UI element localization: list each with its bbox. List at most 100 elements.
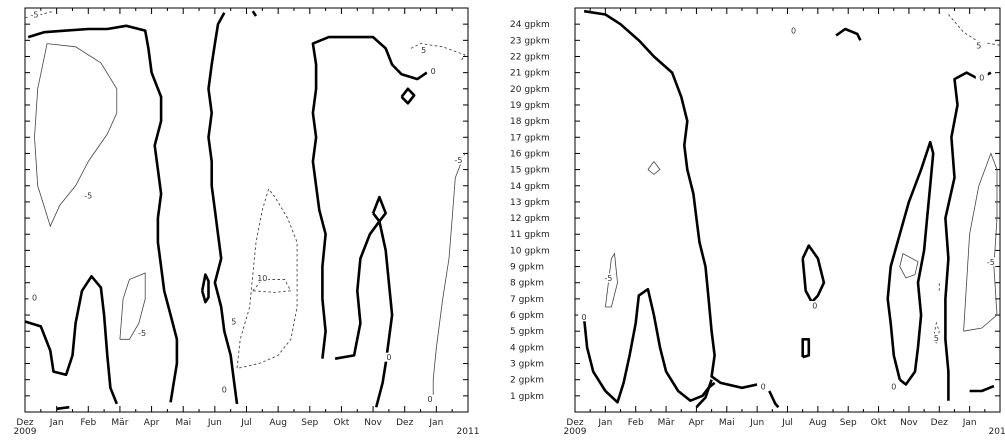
x-tick-label: Jan — [962, 418, 977, 428]
contour-label-bg — [136, 328, 149, 338]
x-tick-label: Sep — [301, 418, 318, 428]
contour-line-level-0 — [835, 27, 862, 41]
left-contour-panel: Dez Jan Feb Mär Apr Mai Jun Jul Aug Sep Okt Nov Dez J… — [14, 7, 479, 437]
x-tick-label: Jun — [207, 418, 222, 428]
x-tick-label: Feb — [80, 418, 96, 428]
x-tick-label: Jul — [240, 418, 252, 428]
contour-line-level-0 — [27, 24, 179, 403]
x-tick-label: Jul — [781, 418, 793, 428]
contour-label-bg — [218, 384, 231, 394]
contour-label: 0 — [791, 27, 796, 36]
x-year-label-end: 2011 — [989, 427, 1005, 437]
y-tick-label: 9 gpkm — [510, 263, 544, 273]
x-tick-label: Mär — [658, 418, 675, 428]
contour-label: -5 — [987, 258, 995, 267]
contour-label-bg — [82, 191, 95, 201]
contour-label: -5 — [455, 156, 463, 165]
y-tick-label: 1 gpkm — [510, 392, 544, 402]
contour-label-bg — [417, 45, 430, 55]
y-tick-label: 7 gpkm — [510, 295, 544, 305]
contour-label-bg — [427, 66, 440, 76]
contour-label: 0 — [431, 67, 436, 76]
y-tick-label: 2 gpkm — [510, 376, 544, 386]
contour-label: 0 — [979, 74, 984, 83]
x-tick-label: Apr — [144, 418, 160, 428]
contour-label: 0 — [222, 385, 227, 394]
contour-line-level-0 — [200, 273, 210, 304]
y-tick-label: 13 gpkm — [510, 198, 550, 208]
contour-label-bg — [808, 300, 821, 310]
contour-label: 0 — [427, 395, 432, 404]
contour-line-level-0 — [969, 384, 995, 393]
x-tick-label: Sep — [840, 418, 857, 428]
x-tick-label: Apr — [689, 418, 705, 428]
x-year-label-start: 2009 — [14, 427, 37, 437]
y-tick-label: 16 gpkm — [510, 149, 550, 159]
contour-line-level-0 — [56, 405, 70, 411]
contour-line-level-0 — [801, 338, 811, 359]
y-tick-label: 4 gpkm — [510, 343, 544, 353]
contour-label: 0 — [32, 293, 37, 302]
contour-label-bg — [382, 352, 395, 362]
contour-label: -5 — [604, 274, 612, 283]
x-tick-label: Jan — [597, 418, 612, 428]
y-tick-label: 24 gpkm — [510, 20, 550, 30]
contour-line-level-0 — [582, 287, 716, 404]
y-tick-label: 21 gpkm — [510, 69, 550, 79]
x-tick-label: Dez — [566, 418, 583, 428]
x-tick-label: Aug — [809, 418, 827, 428]
contour-line-level-0 — [944, 71, 992, 401]
y-tick-label: 10 gpkm — [510, 246, 550, 256]
contour-line-level-0 — [400, 87, 416, 105]
contour-label: -5 — [31, 11, 39, 20]
y-tick-label: 20 gpkm — [510, 85, 550, 95]
contour-label-bg — [227, 317, 240, 327]
y-tick-label: 11 gpkm — [510, 230, 550, 240]
plot-frame — [574, 7, 1001, 413]
contour-line-level-0 — [207, 12, 239, 405]
y-tick-label: 19 gpkm — [510, 101, 550, 111]
x-tick-label: Nov — [900, 418, 918, 428]
contour-label-bg — [984, 257, 997, 267]
contour-line-level-neg5 — [432, 153, 466, 400]
y-tick-label: 12 gpkm — [510, 214, 550, 224]
contour-line-level-neg5 — [34, 43, 118, 228]
contour-line-level-5 — [410, 43, 466, 60]
contour-line-level-0 — [334, 220, 394, 408]
contour-line-level-neg5 — [647, 160, 661, 175]
contour-label-bg — [930, 333, 943, 343]
contour-label-bg — [256, 273, 269, 283]
contour-label-bg — [424, 394, 437, 404]
contour-line-level-0 — [311, 35, 428, 359]
y-tick-label: 6 gpkm — [510, 311, 544, 321]
contour-line-level-0 — [886, 140, 935, 386]
contour-label-bg — [787, 26, 800, 36]
plot-frame — [24, 7, 469, 413]
contour-label-bg — [452, 155, 465, 165]
x-tick-label: Okt — [871, 418, 887, 428]
contour-label: 5 — [231, 318, 236, 327]
contour-line-level-neg5 — [963, 152, 998, 332]
y-tick-label: 8 gpkm — [510, 279, 544, 289]
height-axis-labels: 1 gpkm 2 gpkm 3 gpkm 4 gpkm 5 gpkm 6 gpkm 7 gp… — [510, 20, 550, 402]
contour-line-level-neg5 — [119, 272, 146, 340]
x-year-label-start: 2009 — [564, 427, 587, 437]
x-tick-label: Mai — [719, 418, 735, 428]
contour-line-level-5 — [236, 188, 298, 369]
contour-label-bg — [972, 40, 985, 50]
contour-line-level-5 — [932, 321, 940, 346]
y-tick-label: 5 gpkm — [510, 327, 544, 337]
x-tick-label: Okt — [334, 418, 350, 428]
contour-line-level-0 — [695, 379, 713, 409]
y-tick-label: 17 gpkm — [510, 133, 550, 143]
contour-line-level-0 — [371, 195, 387, 223]
contour-label: 5 — [421, 46, 426, 55]
contour-line-level-0 — [583, 9, 758, 390]
contour-label-bg — [887, 381, 900, 391]
x-tick-label: Nov — [364, 418, 382, 428]
contour-label-bg — [578, 312, 591, 322]
x-tick-label: Mär — [111, 418, 128, 428]
contour-line-level-5 — [948, 14, 1001, 46]
x-tick-label: Dez — [931, 418, 948, 428]
